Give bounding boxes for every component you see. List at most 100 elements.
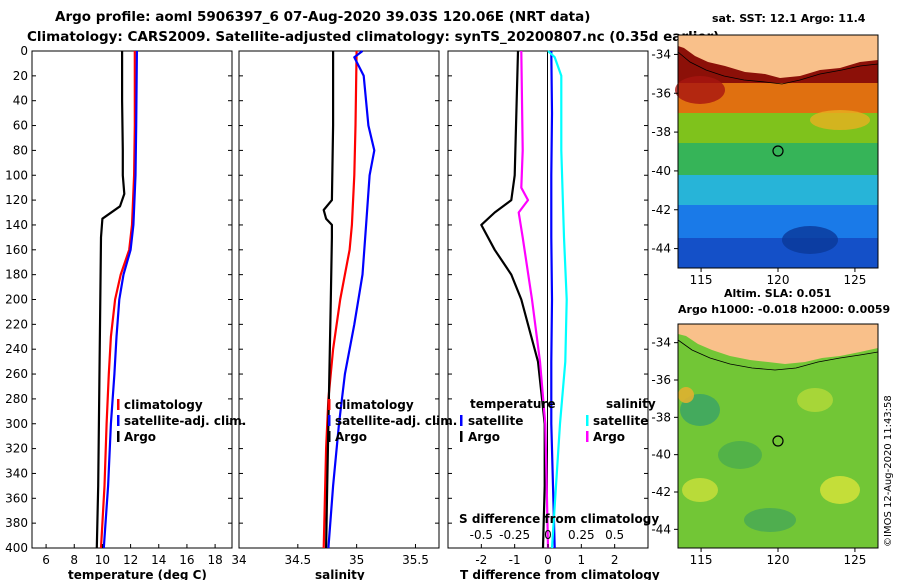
sla-patch xyxy=(820,476,860,504)
difference-panel: -2 -1 0 1 2 -0.5 -0.25 0 0.25 0.5 S difference f… xyxy=(447,50,660,580)
depth-axis-ticks: 0 20 40 60 80 100 120 140 160 180 200 220 240 260 280 3… xyxy=(5,44,648,555)
t-difference-label: T difference from climatology xyxy=(460,568,660,580)
sst-band-deep-blue xyxy=(678,238,878,268)
sla-patch xyxy=(678,387,694,403)
depth-tick-label: 80 xyxy=(13,143,28,157)
x-tick-label: 2 xyxy=(611,553,619,567)
temperature-panel: 6 8 10 12 14 16 18 temperature (deg C) climato… xyxy=(31,50,246,580)
legend-swatch-s-satellite xyxy=(586,415,589,426)
argo-float-marker xyxy=(772,435,784,447)
legend-t-satellite: satellite xyxy=(468,414,523,428)
legend-swatch-argo xyxy=(117,431,120,442)
salinity-series xyxy=(322,50,376,549)
depth-tick-label: 300 xyxy=(5,417,28,431)
sla-map-subtitle: Argo h1000: -0.018 h2000: 0.0059 xyxy=(678,303,890,316)
temperature-x-ticks: 6 8 10 12 14 16 18 xyxy=(42,544,223,567)
x-tick-label: 18 xyxy=(207,553,222,567)
sst-band-blue xyxy=(678,205,878,238)
depth-tick-label: 260 xyxy=(5,367,28,381)
salinity-xlabel: salinity xyxy=(315,568,365,580)
australia-coast xyxy=(678,35,878,78)
legend-t-argo: Argo xyxy=(468,430,500,444)
title-line-1: Argo profile: aoml 5906397_6 07-Aug-2020… xyxy=(55,9,590,25)
series-line-salinity-satellite xyxy=(547,50,568,549)
sla-patch xyxy=(680,394,720,426)
legend-argo: Argo xyxy=(124,430,156,444)
sst-band-cyan xyxy=(678,175,878,205)
s-tick-label: 0.25 xyxy=(568,528,595,542)
x-tick-label: 1 xyxy=(578,553,586,567)
sst-lat-ticks: -34 -36 -38 -40 -42 -44 xyxy=(651,47,678,256)
x-tick-label: 34 xyxy=(231,553,246,567)
lat-tick-label: -34 xyxy=(651,47,671,61)
sst-map: sat. SST: 12.1 Argo: 11.4 -34 -36 -38 -40 -4… xyxy=(651,12,879,287)
x-tick-label: -1 xyxy=(509,553,521,567)
series-line-temperature-argo xyxy=(480,50,546,549)
lat-tick-label: -44 xyxy=(651,242,671,256)
depth-tick-label: 180 xyxy=(5,268,28,282)
depth-tick-label: 100 xyxy=(5,168,28,182)
legend-swatch-satellite xyxy=(117,415,120,426)
depth-tick-label: 40 xyxy=(13,94,28,108)
sst-band-teal xyxy=(678,143,878,175)
sla-patch xyxy=(744,508,796,532)
legend-satellite: satellite-adj. clim. xyxy=(124,414,246,428)
legend-climatology: climatology xyxy=(124,398,203,412)
sla-map-title: Altim. SLA: 0.051 xyxy=(724,287,831,300)
s-tick-label: -0.5 xyxy=(470,528,493,542)
temperature-xlabel: temperature (deg C) xyxy=(68,568,207,580)
lat-tick-label: -42 xyxy=(651,203,671,217)
x-tick-label: 14 xyxy=(151,553,166,567)
legend-swatch-s-argo xyxy=(586,431,589,442)
sst-patch xyxy=(782,226,838,254)
x-tick-label: 12 xyxy=(123,553,138,567)
lon-tick-label: 120 xyxy=(767,273,790,287)
legend-temperature-header: temperature xyxy=(470,397,555,411)
series-line-salinity-argo xyxy=(517,50,550,549)
series-line-climatology xyxy=(322,50,358,549)
sla-patch xyxy=(718,441,762,469)
argo-float-marker xyxy=(772,145,784,157)
difference-x-ticks: -2 -1 0 1 2 xyxy=(475,544,618,567)
lat-tick-label: -42 xyxy=(651,485,671,499)
sla-map: Altim. SLA: 0.051 Argo h1000: -0.018 h20… xyxy=(651,287,890,567)
depth-tick-label: 60 xyxy=(13,119,28,133)
salinity-plot-frame xyxy=(238,50,440,549)
depth-tick-label: 400 xyxy=(5,541,28,555)
legend-s-argo: Argo xyxy=(593,430,625,444)
lon-tick-label: 115 xyxy=(690,553,713,567)
sst-patch xyxy=(675,76,725,104)
sst-map-title: sat. SST: 12.1 Argo: 11.4 xyxy=(712,12,866,25)
depth-tick-label: 320 xyxy=(5,442,28,456)
depth-tick-label: 120 xyxy=(5,193,28,207)
lat-tick-label: -40 xyxy=(651,164,671,178)
difference-series xyxy=(480,50,568,549)
legend-swatch-climatology xyxy=(328,399,331,410)
legend-climatology: climatology xyxy=(335,398,414,412)
temperature-series xyxy=(95,50,138,549)
lat-tick-label: -40 xyxy=(651,448,671,462)
depth-tick-label: 200 xyxy=(5,293,28,307)
x-tick-label: 0 xyxy=(544,553,552,567)
legend-argo: Argo xyxy=(335,430,367,444)
legend-satellite: satellite-adj. clim. xyxy=(335,414,457,428)
sla-lon-ticks: 115 120 125 xyxy=(690,548,866,567)
s-tick-label: 0.5 xyxy=(605,528,624,542)
depth-tick-label: 340 xyxy=(5,466,28,480)
x-tick-label: 16 xyxy=(179,553,194,567)
legend-swatch-satellite xyxy=(328,415,331,426)
legend-swatch-t-satellite xyxy=(460,415,463,426)
depth-tick-label: 0 xyxy=(20,44,28,58)
s-tick-label: 0 xyxy=(544,528,552,542)
series-line-climatology xyxy=(99,51,136,549)
x-tick-label: 34.5 xyxy=(284,553,311,567)
lat-tick-label: -36 xyxy=(651,373,671,387)
lat-tick-label: -36 xyxy=(651,86,671,100)
sst-patch xyxy=(810,110,870,130)
depth-tick-label: 140 xyxy=(5,218,28,232)
series-line-argo xyxy=(95,51,126,549)
lat-tick-label: -38 xyxy=(651,125,671,139)
x-tick-label: 8 xyxy=(70,553,78,567)
lon-tick-label: 120 xyxy=(767,553,790,567)
